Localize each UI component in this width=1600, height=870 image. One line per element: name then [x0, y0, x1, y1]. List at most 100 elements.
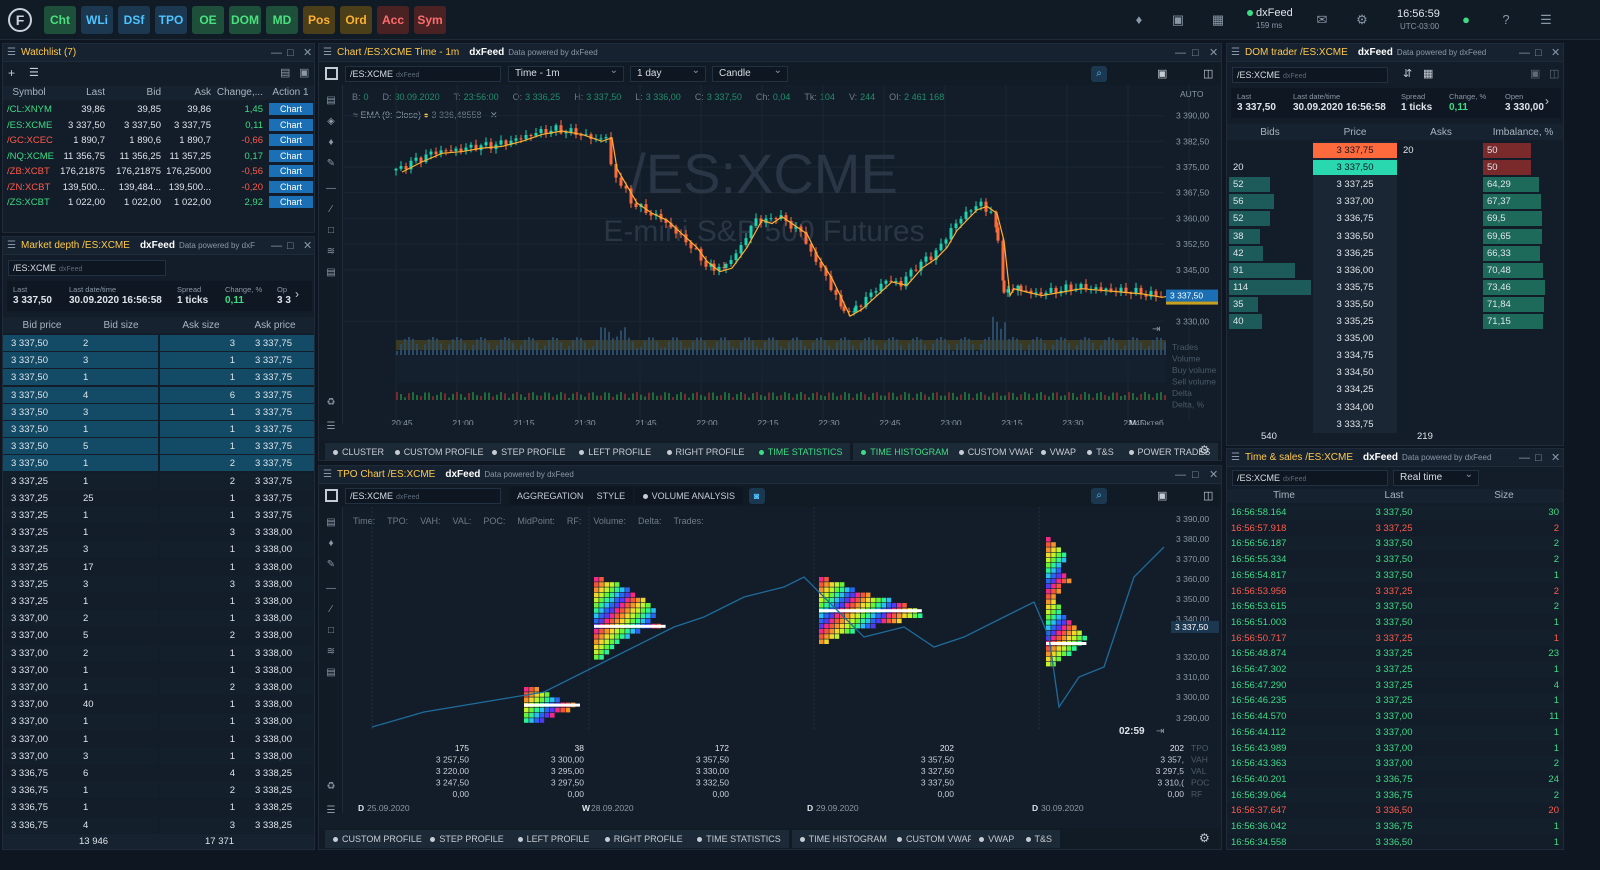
topbar-button-sym[interactable]: Sym	[414, 6, 446, 34]
layout-icon[interactable]: ▦	[1211, 12, 1225, 27]
topbar-button-oe[interactable]: OE	[192, 6, 224, 34]
topbar-button-dsf[interactable]: DSf	[118, 6, 150, 34]
table-row[interactable]: /ZB:XCBT 176,21875 176,21875 176,25000 -0,56…	[3, 164, 314, 179]
column-header[interactable]: Change,...	[216, 87, 263, 98]
fib-icon[interactable]: ≋	[326, 646, 336, 657]
timeframe-select[interactable]: Time - 1m	[508, 64, 624, 82]
table-row[interactable]: 16:56:44.570 3 337,00 11	[1227, 709, 1563, 725]
dom-row[interactable]: 3 335,00	[1227, 330, 1563, 347]
table-row[interactable]: 16:56:40.201 3 336,75 24	[1227, 771, 1563, 787]
bid-cell[interactable]: 38	[1233, 230, 1244, 242]
tool-button-t-s[interactable]: T&S	[1017, 830, 1061, 848]
topbar-button-pos[interactable]: Pos	[303, 6, 335, 34]
price-cell[interactable]: 3 337,00	[1336, 196, 1374, 208]
table-row[interactable]: 3 337,25 17 1 3 338,00	[3, 558, 314, 576]
chevron-right-icon[interactable]: ›	[295, 287, 299, 301]
tool-button-power-trades[interactable]: POWER TRADES	[1120, 443, 1219, 460]
table-row[interactable]: /GC:XCEC 1 890,7 1 890,6 1 890,7 -0,66 Chart	[3, 133, 314, 148]
tool-button-left-profile[interactable]: LEFT PROFILE	[509, 830, 598, 848]
table-row[interactable]: 3 337,00 1 1 3 338,00	[3, 713, 314, 730]
table-row[interactable]: 3 337,25 1 3 3 338,00	[3, 524, 314, 541]
bell-icon[interactable]: ♦	[1135, 12, 1143, 27]
table-row[interactable]: 3 337,25 1 2 3 337,75	[3, 472, 314, 490]
rectangle-icon[interactable]: □	[327, 225, 335, 236]
list-icon[interactable]: ☰	[326, 805, 336, 816]
topbar-button-cht[interactable]: Cht	[44, 6, 76, 34]
symbol-input[interactable]: /ES:XCME dxFeed	[8, 260, 166, 276]
column-header[interactable]: Action 1	[272, 87, 309, 98]
table-row[interactable]: 3 337,50 3 1 3 337,75	[3, 403, 314, 421]
chevron-right-icon[interactable]: ›	[1545, 94, 1549, 108]
chat-icon[interactable]: ✉	[1316, 12, 1328, 27]
rectangle-icon[interactable]: □	[327, 625, 335, 636]
column-header[interactable]: Bids	[1260, 127, 1280, 138]
user-icon[interactable]: ●	[1462, 12, 1470, 27]
table-row[interactable]: /ES:XCME 3 337,50 3 337,50 3 337,75 0,11 Char…	[3, 118, 314, 133]
tool-button-cluster[interactable]: CLUSTER	[325, 443, 393, 460]
dom-row[interactable]: 3 333,75	[1227, 416, 1563, 433]
sidebar-toggle-icon[interactable]	[325, 67, 338, 80]
zoom-icon[interactable]: ⌕	[1091, 488, 1107, 504]
tool-button-vwap[interactable]: VWAP	[1032, 443, 1084, 460]
bid-cell[interactable]: 40	[1233, 316, 1244, 327]
table-row[interactable]: 3 337,50 3 1 3 337,75	[3, 352, 314, 369]
gear-icon[interactable]: ⚙	[1199, 831, 1210, 845]
trendline-icon[interactable]: ∕	[330, 204, 332, 215]
table-row[interactable]: 16:56:37.647 3 336,50 20	[1227, 803, 1563, 819]
tool-button-time-histogram[interactable]: TIME HISTOGRAM	[791, 830, 895, 848]
table-row[interactable]: 3 337,00 2 1 3 338,00	[3, 644, 314, 662]
price-cell[interactable]: 3 337,25	[1336, 179, 1374, 191]
dom-row[interactable]: 56 3 337,00 67,37	[1227, 193, 1563, 210]
tool-button-right-profile[interactable]: RIGHT PROFILE	[596, 830, 691, 848]
dom-row[interactable]: 3 334,75	[1227, 347, 1563, 364]
lock-icon[interactable]: ▣	[1530, 68, 1541, 80]
bid-cell[interactable]: 35	[1233, 298, 1244, 310]
table-row[interactable]: 16:56:48.874 3 337,25 23	[1227, 646, 1563, 662]
tool-button-time-statistics[interactable]: TIME STATISTICS	[689, 830, 789, 848]
table-row[interactable]: 16:56:36.042 3 336,75 1	[1227, 819, 1563, 834]
topbar-button-tpo[interactable]: TPO	[155, 6, 187, 34]
price-cell[interactable]: 3 336,50	[1336, 230, 1374, 242]
table-row[interactable]: 3 337,00 2 1 3 338,00	[3, 610, 314, 627]
bars-icon[interactable]: ▤	[326, 517, 336, 528]
close-icon[interactable]: ✕	[1551, 452, 1561, 464]
menu-icon[interactable]: ☰	[1231, 452, 1240, 463]
dom-row[interactable]: 3 337,75 20 50	[1227, 142, 1563, 159]
tpo-tab-aggregation[interactable]: AGGREGATION	[509, 487, 592, 505]
add-icon[interactable]: +	[8, 66, 16, 80]
bid-cell[interactable]: 114	[1233, 281, 1249, 293]
pencil-icon[interactable]: ✎	[326, 158, 336, 169]
period-select[interactable]: 1 day	[630, 64, 706, 82]
table-row[interactable]: 3 337,00 1 1 3 338,00	[3, 730, 314, 748]
bid-cell[interactable]: 56	[1233, 196, 1244, 208]
bid-cell[interactable]: 42	[1233, 247, 1244, 259]
symbol-input[interactable]: /ES:XCME dxFeed	[1232, 470, 1388, 486]
feed-name[interactable]: dxFeed	[1256, 7, 1293, 19]
table-row[interactable]: 3 337,00 1 1 3 338,00	[3, 661, 314, 679]
camera-icon[interactable]: ▣	[1157, 490, 1168, 502]
close-icon[interactable]: ✕	[1551, 47, 1561, 59]
price-cell[interactable]: 3 335,75	[1336, 281, 1374, 293]
column-header[interactable]: Asks	[1430, 127, 1452, 138]
table-row[interactable]: 16:56:56.187 3 337,50 2	[1227, 536, 1563, 552]
chart-button[interactable]: Chart	[269, 134, 313, 146]
tool-button-custom-profile[interactable]: CUSTOM PROFILE	[325, 830, 430, 848]
sidebar-toggle-icon[interactable]	[325, 489, 338, 502]
price-cell[interactable]: 3 334,50	[1336, 367, 1374, 379]
tpo-tab-volume-analysis[interactable]: VOLUME ANALYSIS	[634, 487, 743, 505]
panel-toggle-icon[interactable]: ◫	[1203, 490, 1214, 502]
maximize-icon[interactable]: □	[287, 240, 294, 252]
price-cell[interactable]: 3 337,50	[1336, 162, 1374, 174]
topbar-button-acc[interactable]: Acc	[377, 6, 409, 34]
table-row[interactable]: /NQ:XCME 11 356,75 11 356,25 11 357,25 0,17 C…	[3, 149, 314, 164]
ruler-icon[interactable]: ▤	[326, 667, 336, 678]
bid-cell[interactable]: 52	[1233, 179, 1244, 191]
table-row[interactable]: 16:56:34.558 3 336,50 1	[1227, 834, 1563, 849]
chart-button[interactable]: Chart	[269, 196, 313, 208]
maximize-icon[interactable]: □	[1192, 469, 1199, 481]
hline-icon[interactable]: —	[326, 183, 336, 194]
alert-icon[interactable]: ♦	[328, 538, 334, 549]
price-cell[interactable]: 3 337,75	[1336, 145, 1374, 156]
maximize-icon[interactable]: □	[1192, 47, 1199, 59]
minimize-icon[interactable]: —	[1519, 452, 1530, 464]
